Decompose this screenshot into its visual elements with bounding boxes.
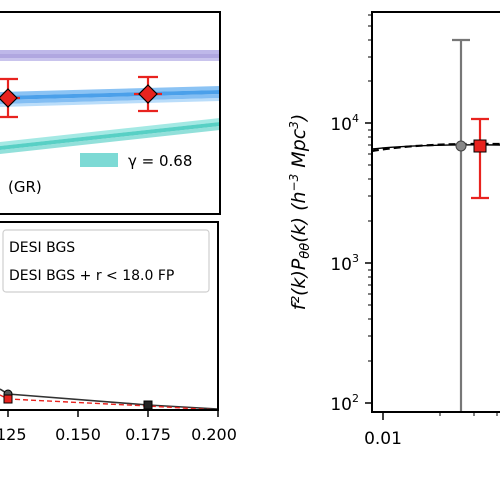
x-tick-label: 0.200 (191, 425, 237, 444)
y-axis-label: f²(k)Pθθ(k) (h−3 Mpc3) (287, 114, 313, 311)
y-tick-label: 102 (330, 392, 359, 415)
legend-label: (GR) (8, 178, 42, 196)
x-tick-label: 0.175 (125, 425, 171, 444)
panel-frame (0, 11, 221, 215)
y-tick-label: 104 (330, 112, 359, 135)
x-axis: 0.01 (364, 412, 498, 449)
legend-swatch (80, 153, 118, 167)
panel-frame (371, 11, 500, 413)
y-tick-label: 103 (330, 252, 359, 275)
y-axis: 104 103 102 (330, 14, 372, 415)
panel-frame (0, 221, 219, 411)
x-tick-label: 0.150 (55, 425, 101, 444)
panel-top-left: γ = 0.68 (GR) (0, 11, 221, 215)
data-point-red (471, 117, 489, 200)
x-tick-label: 125 (0, 425, 27, 444)
teal-band (0, 118, 220, 154)
purple-band (0, 50, 220, 61)
data-point (3, 394, 13, 404)
series-line-desi-bgs (0, 388, 218, 410)
legend-label: DESI BGS + r < 18.0 FP (9, 268, 174, 284)
panel-bottom-left: DESI BGS DESI BGS + r < 18.0 FP 125 0.15… (0, 221, 237, 444)
x-axis: 125 0.150 0.175 0.200 (0, 410, 237, 444)
legend-label: γ = 0.68 (128, 152, 192, 170)
legend-box (2, 229, 210, 293)
legend-label: DESI BGS (9, 240, 75, 256)
data-point (143, 400, 153, 410)
panel-right: f²(k)Pθθ(k) (h−3 Mpc3) (287, 11, 500, 449)
data-point (134, 75, 162, 113)
data-point (0, 77, 20, 119)
data-point-grey (452, 38, 470, 412)
x-tick-label: 0.01 (364, 429, 402, 449)
blue-band (0, 86, 220, 107)
